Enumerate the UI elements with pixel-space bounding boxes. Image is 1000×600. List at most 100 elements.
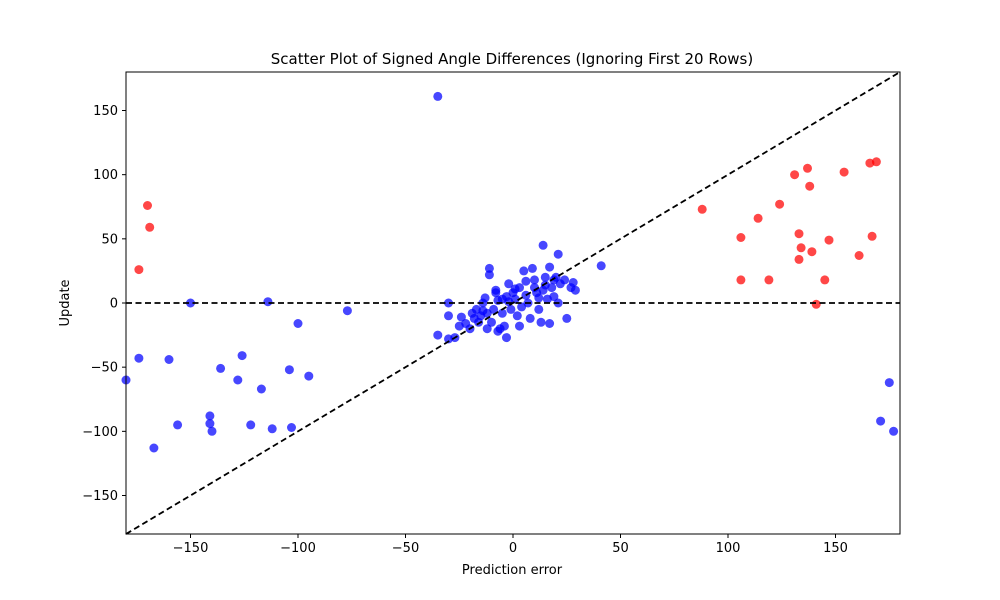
data-point [545,319,555,328]
data-point [145,222,155,232]
x-tick-label: 50 [612,541,629,556]
data-point [164,355,174,364]
data-point [216,363,226,373]
x-axis-ticks: −150 −100 −50 0 50 100 150 [173,534,848,556]
data-point [186,298,195,308]
data-point [149,443,159,453]
data-point [504,279,514,289]
data-point [811,299,821,309]
data-point [525,313,535,323]
data-point [527,263,537,273]
data-point [444,298,453,308]
data-point [805,181,815,191]
data-point [134,353,144,363]
data-point [433,330,443,340]
data-point [433,91,443,101]
x-tick-label: −100 [280,541,316,556]
y-axis-label: Update [58,279,73,326]
data-point [530,275,539,285]
x-axis-label: Prediction error [462,563,563,578]
data-point [256,384,266,394]
data-point [487,317,496,327]
data-point [540,272,550,282]
data-point [474,317,484,327]
data-point [484,263,494,273]
x-tick-label: 150 [823,541,848,556]
data-point [794,229,804,239]
data-point [497,308,507,318]
data-point [764,275,774,285]
y-tick-label: −100 [82,425,118,440]
data-point [504,297,514,307]
data-point [697,204,707,214]
data-point [237,351,247,361]
data-point [790,170,800,180]
data-point [889,426,899,436]
data-point [456,312,466,322]
data-point [553,249,563,259]
data-point [839,167,849,177]
data-point [871,157,881,167]
data-point [489,304,499,314]
data-point [267,424,277,434]
data-point [596,261,606,271]
data-point [484,270,494,280]
data-point [287,423,296,432]
y-tick-label: 100 [93,168,118,183]
data-point [491,288,501,298]
data-point [478,306,488,316]
data-point [284,365,294,375]
data-point [134,265,144,275]
data-point [562,313,572,323]
data-point [854,251,864,260]
data-point [549,275,559,285]
data-point [519,266,529,276]
data-point [521,276,531,286]
data-point [536,317,546,327]
data-point [540,280,550,290]
data-point [736,275,746,285]
data-point [493,326,503,336]
y-tick-label: 150 [93,104,118,119]
data-point [549,292,559,302]
data-point [884,378,894,388]
data-point [205,419,215,429]
data-point [482,324,492,334]
data-point [263,297,273,307]
data-point [499,321,509,331]
data-point [867,231,877,241]
data-point [304,371,314,381]
x-tick-label: 0 [509,541,517,556]
x-tick-label: −50 [392,541,419,556]
data-point [510,284,520,294]
data-point [233,375,243,385]
data-point [502,333,511,343]
data-point [753,213,763,223]
data-point [342,306,352,316]
data-point [207,426,217,436]
data-point [246,420,256,430]
x-tick-label: 100 [716,541,741,556]
data-point [205,411,215,421]
data-point [538,240,548,250]
data-point [512,311,522,321]
y-tick-label: 50 [101,232,118,247]
data-point [794,254,804,264]
data-point [796,243,806,253]
data-point [775,199,785,209]
data-point [506,304,516,314]
y-tick-label: −150 [82,489,118,504]
data-point [444,311,453,321]
data-point [534,293,544,303]
data-point [560,275,570,285]
y-tick-label: 0 [110,297,118,312]
plot-area [121,71,901,535]
data-points [121,91,899,453]
data-point [173,420,183,430]
data-point [143,201,152,210]
data-point [480,293,490,303]
x-tick-label: −150 [173,541,209,556]
data-point [570,285,580,295]
y-tick-label: −50 [91,361,118,376]
